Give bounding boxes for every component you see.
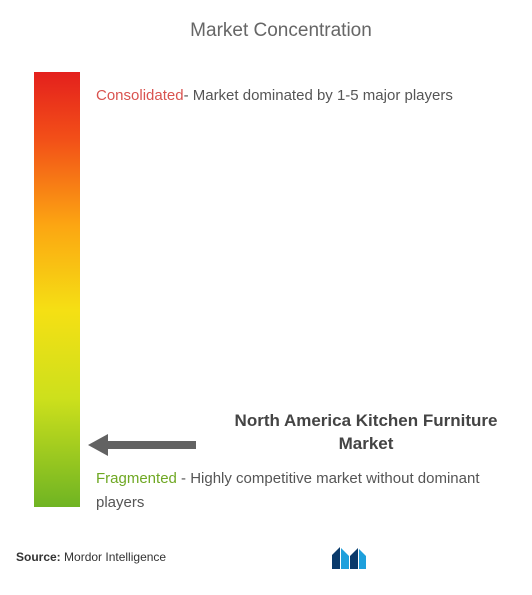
chart-title: Market Concentration	[46, 20, 516, 42]
market-position-arrow	[88, 434, 196, 456]
footer: Source: Mordor Intelligence	[16, 545, 516, 569]
consolidated-label: Consolidated- Market dominated by 1-5 ma…	[96, 84, 506, 108]
consolidated-term: Consolidated	[96, 87, 184, 104]
concentration-gradient-bar	[34, 72, 80, 507]
source-attribution: Source: Mordor Intelligence	[16, 550, 166, 564]
chart-area: Consolidated- Market dominated by 1-5 ma…	[16, 72, 516, 507]
source-value: Mordor Intelligence	[64, 550, 166, 564]
mordor-logo-icon	[332, 545, 366, 569]
fragmented-label: Fragmented - Highly competitive market w…	[96, 467, 506, 515]
consolidated-desc: - Market dominated by 1-5 major players	[184, 87, 453, 104]
source-label: Source:	[16, 550, 61, 564]
arrow-shaft	[106, 441, 196, 449]
fragmented-term: Fragmented	[96, 470, 177, 487]
market-name: North America Kitchen Furniture Market	[216, 410, 516, 456]
arrow-left-icon	[88, 434, 108, 456]
